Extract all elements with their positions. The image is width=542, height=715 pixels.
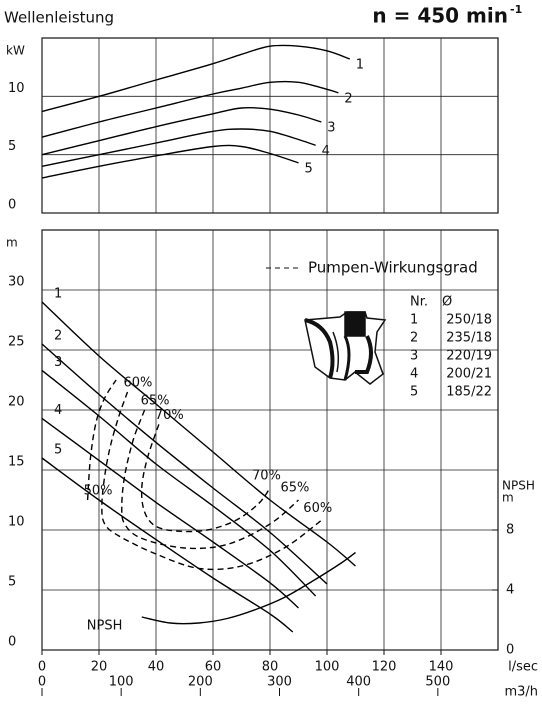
legend-cell: 5 bbox=[410, 385, 418, 400]
speed-label: n = 450 min bbox=[372, 4, 508, 28]
efficiency-curve bbox=[121, 409, 299, 550]
y2-axis-label: NPSH bbox=[502, 479, 535, 493]
y-tick-label: 30 bbox=[8, 275, 25, 290]
curve-label: 4 bbox=[54, 403, 62, 418]
x2-tick-label: 100 bbox=[109, 675, 134, 690]
efficiency-curve bbox=[86, 379, 117, 501]
x-tick-label: 120 bbox=[372, 660, 397, 675]
curve bbox=[41, 106, 322, 156]
x2-tick-label: 300 bbox=[267, 675, 292, 690]
curve bbox=[41, 44, 351, 113]
curve-label: 3 bbox=[327, 121, 335, 136]
y-tick-label: 5 bbox=[8, 139, 16, 154]
y-axis-label: kW bbox=[6, 44, 25, 58]
x-tick-label: 100 bbox=[315, 660, 340, 675]
legend-cell: 235/18 bbox=[446, 331, 492, 346]
legend-cell: 2 bbox=[410, 331, 418, 346]
curve-label: 60% bbox=[303, 501, 332, 516]
curve bbox=[41, 301, 356, 567]
curve bbox=[41, 457, 294, 633]
x2-tick-label: 400 bbox=[346, 675, 371, 690]
y-tick-label: 0 bbox=[8, 198, 16, 213]
legend-cell: 200/21 bbox=[446, 367, 492, 382]
efficiency-curve bbox=[140, 424, 271, 533]
curve bbox=[41, 369, 317, 597]
curve-label: 4 bbox=[322, 144, 330, 159]
y-tick-label: 25 bbox=[8, 335, 25, 350]
legend-cell: 3 bbox=[410, 349, 418, 364]
legend-cell: 250/18 bbox=[446, 313, 492, 328]
y-axis-label: m bbox=[6, 236, 18, 250]
curve bbox=[41, 343, 328, 585]
npsh-curve bbox=[141, 551, 356, 625]
efficiency-curve bbox=[101, 391, 322, 571]
y2-tick-label: 8 bbox=[506, 523, 514, 538]
legend-title: Pumpen-Wirkungsgrad bbox=[308, 259, 478, 277]
y-tick-label: 5 bbox=[8, 575, 16, 590]
curve-label: 70% bbox=[252, 469, 281, 484]
speed-exponent: -1 bbox=[510, 3, 522, 16]
legend-cell: 1 bbox=[410, 313, 418, 328]
legend-cell: 4 bbox=[410, 367, 418, 382]
x-axis-label: l/sec bbox=[508, 660, 538, 675]
legend-cell: 185/22 bbox=[446, 385, 492, 400]
y-tick-label: 20 bbox=[8, 395, 25, 410]
y2-tick-label: 0 bbox=[506, 643, 514, 658]
curve-label: 1 bbox=[54, 287, 62, 302]
curve-label: 70% bbox=[155, 408, 184, 423]
x2-tick-label: 500 bbox=[425, 675, 450, 690]
chart-title: Wellenleistung bbox=[4, 9, 114, 27]
curve-label: 65% bbox=[141, 394, 170, 409]
curve-label: 1 bbox=[356, 58, 364, 73]
curve-label: 5 bbox=[305, 161, 313, 176]
x-tick-label: 80 bbox=[262, 660, 279, 675]
legend-cell: 220/19 bbox=[446, 349, 492, 364]
x-tick-label: 0 bbox=[38, 660, 46, 675]
curve-label: 3 bbox=[54, 355, 62, 370]
curve-label: 50% bbox=[84, 484, 113, 499]
curve-label: 65% bbox=[281, 481, 310, 496]
y-tick-label: 0 bbox=[8, 635, 16, 650]
curve-label: NPSH bbox=[87, 619, 123, 634]
x2-axis-label: m3/h bbox=[504, 685, 538, 700]
curve-label: 2 bbox=[344, 91, 352, 106]
y2-axis-unit: m bbox=[502, 491, 514, 505]
curve bbox=[41, 128, 316, 168]
curve-label: 5 bbox=[54, 443, 62, 458]
legend-column: Nr. bbox=[410, 295, 428, 310]
x-tick-label: 40 bbox=[148, 660, 165, 675]
curve-label: 60% bbox=[124, 376, 153, 391]
curve bbox=[41, 80, 339, 138]
y-tick-label: 10 bbox=[8, 81, 25, 96]
y-tick-label: 10 bbox=[8, 515, 25, 530]
x-tick-label: 20 bbox=[91, 660, 108, 675]
curve bbox=[41, 417, 299, 609]
curve bbox=[41, 144, 299, 179]
x-tick-label: 140 bbox=[429, 660, 454, 675]
y-tick-label: 15 bbox=[8, 455, 25, 470]
impeller bbox=[304, 311, 387, 385]
legend-column: Ø bbox=[442, 295, 452, 310]
y2-tick-label: 4 bbox=[506, 583, 514, 598]
x-tick-label: 60 bbox=[205, 660, 222, 675]
x2-tick-label: 200 bbox=[188, 675, 213, 690]
x2-tick-label: 0 bbox=[38, 675, 46, 690]
curve-label: 2 bbox=[54, 329, 62, 344]
